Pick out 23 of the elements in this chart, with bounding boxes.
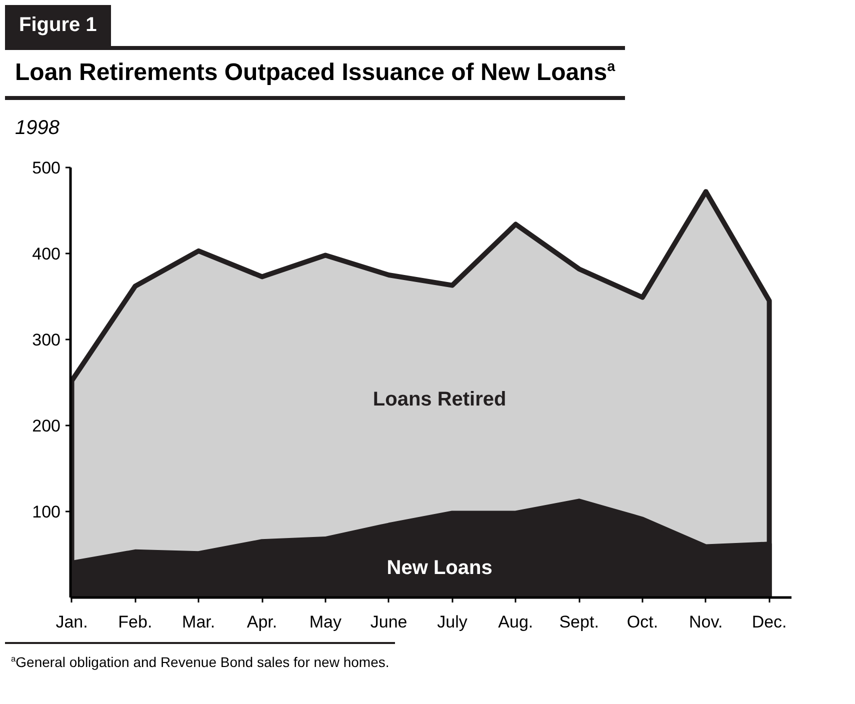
x-tick-label: Aug. xyxy=(498,612,534,632)
chart-subtitle: 1998 xyxy=(14,116,60,141)
x-tick-label: Jan. xyxy=(56,612,88,632)
x-tick-label: June xyxy=(370,612,408,632)
x-tick-label: Dec. xyxy=(752,612,787,632)
y-tick-label: 400 xyxy=(32,244,61,264)
x-tick-label: May xyxy=(309,612,342,632)
series-label: Loans Retired xyxy=(372,388,506,411)
text: $^{a}$General obligation and Revenue Bond sales for new homes. xyxy=(5,642,396,672)
x-tick-label: July xyxy=(437,612,468,632)
x-tick-label: Apr. xyxy=(246,612,278,632)
caption: Figure 1 xyxy=(5,5,111,46)
y-tick-label: 300 xyxy=(32,330,61,350)
series-label: New Loans xyxy=(386,557,492,580)
chart-title: Loan Retirements Outpaced Issuance of New Loans$^{a}$ xyxy=(5,46,626,100)
y-tick-label: 200 xyxy=(32,416,61,436)
y-tick-label: 100 xyxy=(32,502,61,522)
x-tick-label: Oct. xyxy=(626,612,658,632)
x-tick-label: Mar. xyxy=(182,612,216,632)
x-tick-label: Sept. xyxy=(559,612,599,632)
x-tick-label: Nov. xyxy=(689,612,723,632)
x-tick-label: Feb. xyxy=(118,612,152,632)
y-tick-label: 500 xyxy=(32,158,61,178)
